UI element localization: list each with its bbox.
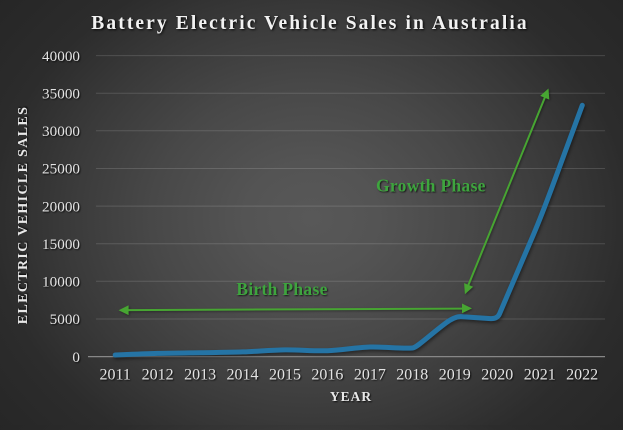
svg-text:Birth Phase: Birth Phase xyxy=(236,279,327,299)
svg-text:2022: 2022 xyxy=(566,367,598,384)
svg-text:10000: 10000 xyxy=(42,274,80,291)
svg-text:15000: 15000 xyxy=(42,236,80,253)
svg-text:25000: 25000 xyxy=(42,161,80,178)
svg-text:2016: 2016 xyxy=(311,367,343,384)
svg-text:ELECTRIC VEHICLE SALES: ELECTRIC VEHICLE SALES xyxy=(16,106,31,325)
svg-text:2011: 2011 xyxy=(99,367,130,384)
svg-text:5000: 5000 xyxy=(50,311,81,328)
svg-text:2020: 2020 xyxy=(481,367,513,384)
svg-text:2015: 2015 xyxy=(269,367,301,384)
svg-text:2014: 2014 xyxy=(227,367,259,384)
svg-text:40000: 40000 xyxy=(42,48,80,65)
svg-text:2021: 2021 xyxy=(524,367,556,384)
svg-text:2012: 2012 xyxy=(142,367,174,384)
svg-text:0: 0 xyxy=(72,349,80,366)
svg-text:YEAR: YEAR xyxy=(330,389,372,404)
svg-text:30000: 30000 xyxy=(42,123,80,140)
svg-text:35000: 35000 xyxy=(42,85,80,102)
svg-text:2019: 2019 xyxy=(439,367,471,384)
svg-text:Battery Electric Vehicle Sales: Battery Electric Vehicle Sales in Austra… xyxy=(91,13,528,34)
svg-text:2018: 2018 xyxy=(396,367,428,384)
svg-text:2017: 2017 xyxy=(354,367,386,384)
svg-text:Growth Phase: Growth Phase xyxy=(376,176,486,196)
svg-text:20000: 20000 xyxy=(42,198,80,215)
svg-text:2013: 2013 xyxy=(184,367,216,384)
